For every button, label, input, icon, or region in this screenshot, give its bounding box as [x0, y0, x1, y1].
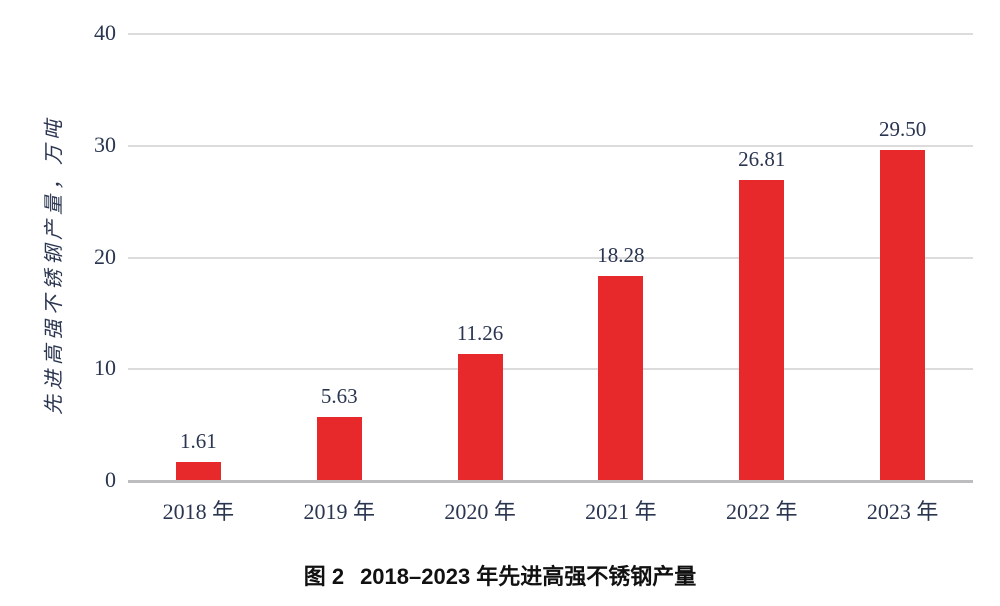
- bar-2020: [457, 354, 503, 480]
- bar-value-label-2023: 29.50: [878, 117, 927, 142]
- y-tick-label-20: 20: [94, 243, 116, 269]
- plot-area: 40 30 20 10 0 1.61 2018 年 5.63 2019 年 11.26 2020 年…: [94, 20, 973, 524]
- bar-2018: [175, 462, 221, 480]
- bar-value-label-2020: 11.26: [456, 321, 504, 346]
- x-tick-label-2022: 2022 年: [725, 499, 798, 524]
- y-tick-label-40: 40: [94, 20, 116, 45]
- bar-value-label-2022: 26.81: [738, 147, 786, 172]
- bar-value-label-2019: 5.63: [320, 384, 358, 409]
- x-tick-label-2023: 2023 年: [866, 499, 939, 524]
- bar-2021: [598, 275, 644, 480]
- bar-2022: [739, 180, 785, 480]
- gridline-30: [128, 144, 973, 147]
- x-tick-label-2019: 2019 年: [303, 499, 375, 524]
- y-tick-label-0: 0: [105, 467, 116, 492]
- bar-value-label-2018: 1.61: [180, 429, 217, 454]
- gridline-10: [128, 368, 973, 371]
- bar-2019: [316, 417, 362, 480]
- x-tick-label-2018: 2018 年: [162, 499, 235, 524]
- gridline-40: [128, 33, 973, 35]
- figure-caption: 图 2 2018–2023 年先进高强不锈钢产量: [0, 559, 1000, 591]
- bar-2023: [880, 150, 926, 480]
- y-tick-label-30: 30: [94, 131, 116, 157]
- caption-figure-number: 图 2: [303, 564, 345, 589]
- gridline-20: [128, 256, 973, 259]
- x-tick-label-2021: 2021 年: [585, 499, 657, 524]
- y-tick-label-10: 10: [94, 355, 116, 381]
- caption-title: 2018–2023 年先进高强不锈钢产量: [360, 564, 697, 589]
- y-axis-title: 先进高强不锈钢产量，万吨: [43, 115, 66, 415]
- bar-value-label-2021: 18.28: [597, 242, 645, 267]
- x-tick-label-2020: 2020 年: [444, 499, 516, 524]
